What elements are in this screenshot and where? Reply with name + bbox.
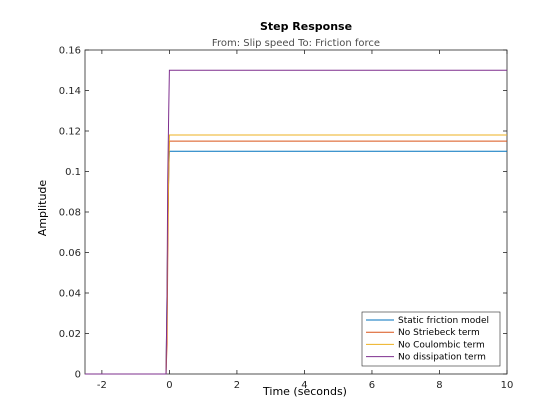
legend-label: No Striebeck term: [398, 328, 480, 338]
legend-label: Static friction model: [398, 316, 489, 326]
y-tick-label: 0.14: [59, 86, 81, 97]
x-tick-label: 10: [501, 380, 514, 391]
chart-subtitle: From: Slip speed To: Friction force: [212, 38, 380, 49]
series-lines: [85, 69, 507, 375]
legend-label: No dissipation term: [398, 353, 486, 363]
y-tick-label: 0.1: [65, 167, 81, 178]
y-tick-label: 0.16: [59, 46, 81, 57]
y-axis: 0 0.02 0.04 0.06 0.08 0.1 0.12 0.14 0.16: [59, 46, 507, 381]
legend: Static friction model No Striebeck term No…: [361, 311, 501, 367]
y-tick-label: 0.04: [59, 289, 81, 300]
x-tick-label: 8: [436, 380, 442, 391]
y-tick-label: 0.06: [59, 248, 81, 259]
series-line-4: [85, 69, 507, 375]
y-tick-label: 0.08: [59, 208, 81, 219]
x-tick-label: 0: [166, 380, 172, 391]
y-tick-label: 0: [75, 370, 81, 381]
x-tick-label: 4: [301, 380, 307, 391]
y-tick-label: 0.02: [59, 329, 81, 340]
y-tick-label: 0.12: [59, 127, 81, 138]
y-axis-label: Amplitude: [36, 180, 49, 237]
chart-title: Step Response: [260, 20, 352, 33]
x-axis: -2 0 2 4 6 8 10: [97, 50, 513, 391]
x-tick-label: -2: [97, 380, 107, 391]
x-tick-label: 6: [369, 380, 375, 391]
x-axis-label: Time (seconds): [262, 385, 347, 398]
legend-label: No Coulombic term: [398, 340, 485, 350]
x-tick-label: 2: [234, 380, 240, 391]
